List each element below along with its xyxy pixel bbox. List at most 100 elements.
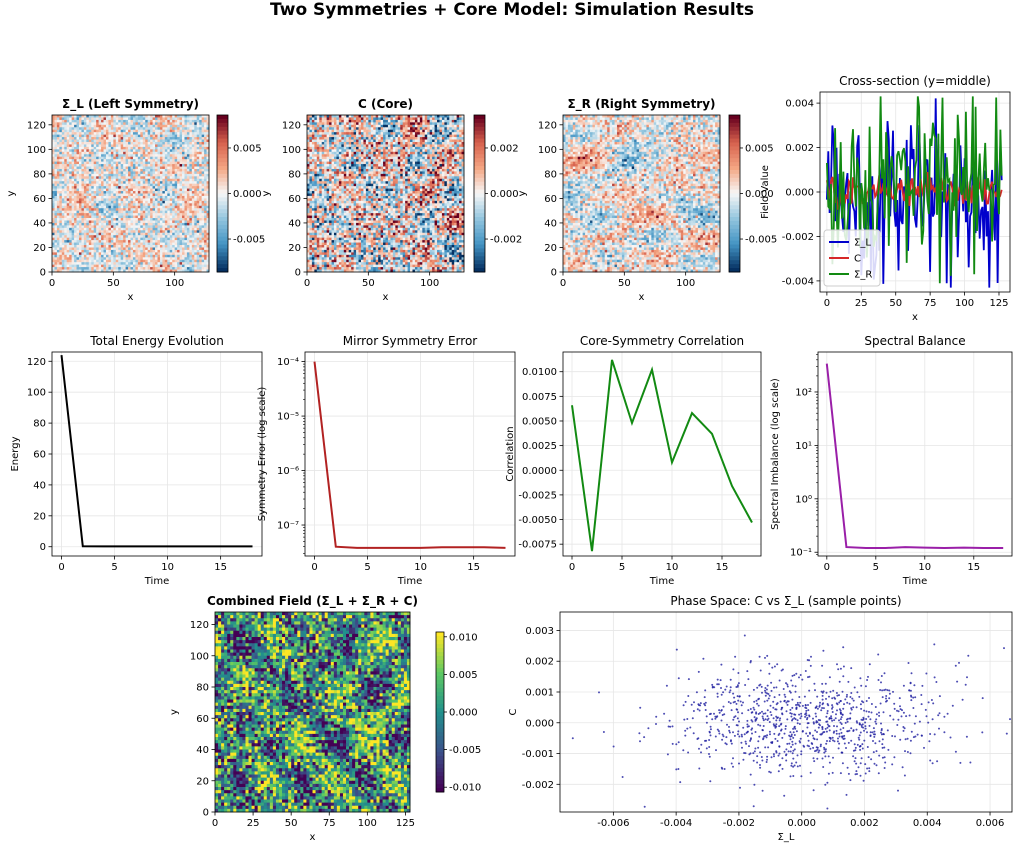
- heatmap-cell: [167, 119, 171, 123]
- heatmap-cell: [206, 193, 210, 197]
- heatmap-cell: [434, 132, 438, 136]
- heatmap-cell: [91, 181, 95, 185]
- heatmap-cell: [132, 183, 136, 187]
- heatmap-cell: [137, 124, 141, 128]
- heatmap-cell: [184, 188, 188, 192]
- heatmap-cell: [157, 115, 161, 118]
- heatmap-cell: [405, 117, 408, 121]
- heatmap-cell: [135, 222, 139, 226]
- heatmap-cell: [390, 127, 394, 131]
- heatmap-cell: [368, 127, 372, 131]
- heatmap-cell: [196, 259, 200, 263]
- heatmap-cell: [162, 119, 166, 123]
- heatmap-cell: [186, 264, 190, 268]
- heatmap-cell: [132, 156, 136, 160]
- heatmap-cell: [81, 198, 85, 202]
- heatmap-cell: [167, 249, 171, 253]
- heatmap-cell: [103, 213, 107, 216]
- heatmap-cell: [373, 117, 377, 121]
- heatmap-cell: [76, 166, 80, 170]
- heatmap-cell: [159, 151, 163, 155]
- heatmap-cell: [147, 156, 151, 160]
- heatmap-cell: [316, 134, 320, 138]
- heatmap-cell: [115, 159, 119, 163]
- heatmap-cell: [103, 210, 107, 214]
- heatmap-cell: [56, 254, 60, 258]
- heatmap-cell: [358, 115, 362, 118]
- heatmap-cell: [174, 235, 178, 239]
- heatmap-cell: [157, 249, 161, 253]
- colorbar-segment: [217, 268, 228, 273]
- heatmap-cell: [125, 269, 129, 273]
- heatmap-cell: [101, 213, 104, 216]
- heatmap-cell: [172, 166, 176, 170]
- heatmap-cell: [194, 210, 198, 214]
- heatmap-cell: [424, 141, 428, 145]
- heatmap-cell: [64, 222, 68, 226]
- heatmap-cell: [86, 205, 90, 209]
- heatmap-cell: [78, 210, 82, 214]
- heatmap-cell: [189, 178, 193, 182]
- heatmap-cell: [164, 205, 168, 209]
- heatmap-cell: [110, 245, 114, 248]
- heatmap-cell: [74, 173, 77, 177]
- heatmap-cell: [59, 154, 63, 158]
- heatmap-cell: [311, 141, 315, 145]
- heatmap-cell: [184, 252, 188, 256]
- heatmap-cell: [368, 122, 372, 126]
- heatmap-cell: [145, 156, 149, 160]
- heatmap-cell: [177, 257, 180, 261]
- heatmap-cell: [69, 218, 73, 221]
- heatmap-cell: [105, 198, 109, 202]
- heatmap-cell: [132, 117, 136, 121]
- heatmap-cell: [424, 144, 428, 148]
- heatmap-cell: [329, 115, 332, 118]
- heatmap-cell: [184, 213, 188, 216]
- heatmap-cell: [184, 181, 188, 185]
- heatmap-cell: [96, 183, 100, 187]
- heatmap-cell: [88, 249, 92, 253]
- heatmap-cell: [179, 200, 183, 204]
- heatmap-cell: [88, 205, 92, 209]
- heatmap-cell: [93, 249, 97, 253]
- heatmap-cell: [329, 119, 332, 123]
- heatmap-cell: [86, 213, 90, 216]
- heatmap-cell: [86, 237, 90, 241]
- heatmap-cell: [54, 269, 58, 273]
- heatmap-cell: [410, 139, 413, 143]
- heatmap-cell: [196, 222, 200, 226]
- heatmap-cell: [157, 213, 161, 216]
- heatmap-cell: [356, 115, 359, 118]
- heatmap-cell: [182, 222, 185, 226]
- heatmap-cell: [118, 156, 122, 160]
- heatmap-cell: [74, 188, 77, 192]
- heatmap-cell: [167, 222, 171, 226]
- heatmap-cell: [52, 267, 55, 270]
- heatmap-cell: [98, 149, 102, 153]
- heatmap-cell: [356, 127, 359, 131]
- heatmap-cell: [78, 168, 82, 172]
- heatmap-cell: [81, 149, 85, 153]
- heatmap-cell: [64, 161, 68, 165]
- heatmap-cell: [177, 252, 180, 256]
- heatmap-cell: [120, 193, 124, 197]
- heatmap-cell: [142, 124, 146, 128]
- heatmap-cell: [137, 173, 141, 177]
- heatmap-cell: [132, 137, 136, 140]
- heatmap-cell: [140, 200, 144, 204]
- heatmap-cell: [105, 188, 109, 192]
- heatmap-cell: [358, 119, 362, 123]
- heatmap-cell: [118, 267, 122, 270]
- heatmap-cell: [101, 208, 104, 212]
- heatmap-cell: [93, 141, 97, 145]
- heatmap-cell: [52, 242, 55, 246]
- heatmap-cell: [113, 237, 117, 241]
- heatmap-cell: [184, 247, 188, 251]
- heatmap-cell: [66, 225, 70, 229]
- heatmap-cell: [348, 119, 352, 123]
- heatmap-cell: [432, 119, 435, 123]
- heatmap-cell: [194, 178, 198, 182]
- heatmap-cell: [130, 193, 134, 197]
- heatmap-cell: [182, 227, 185, 231]
- heatmap-cell: [346, 122, 350, 126]
